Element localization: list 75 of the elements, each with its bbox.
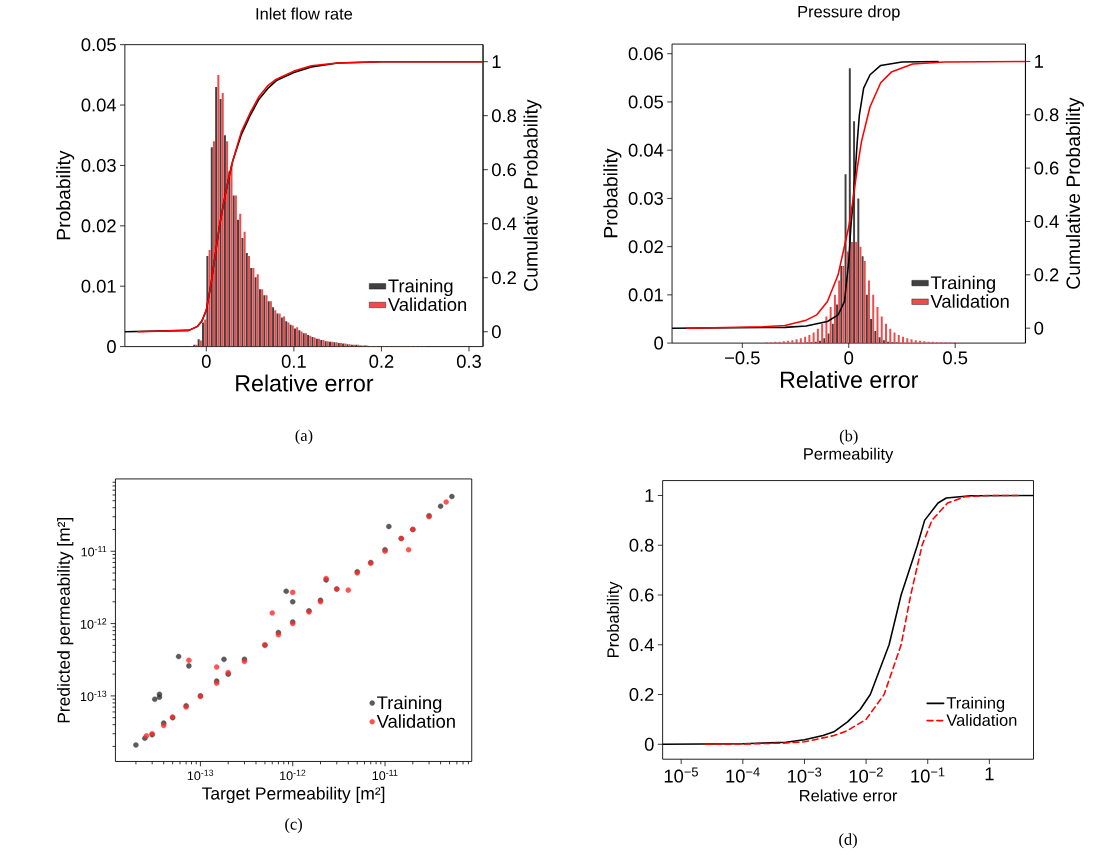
y-tick-label: 0.02	[628, 239, 663, 253]
y-tick-label: 0.05	[81, 37, 116, 51]
y-tick-label: 10$^{-13}$	[80, 690, 107, 701]
x-tick-label: 0.1	[281, 354, 306, 368]
x-tick-label: 0	[201, 354, 211, 368]
y2-tick-label: 1	[1035, 54, 1044, 68]
x-axis-title: Relative error	[236, 374, 374, 392]
legend-label: Training	[946, 696, 1005, 712]
y-tick-label: 0.01	[628, 288, 663, 302]
y2-tick-label: 1	[492, 55, 501, 68]
x-tick-label: 10$^{−1}$	[911, 767, 945, 783]
chart-title: Pressure drop	[798, 5, 900, 21]
y-tick-label: 1	[645, 489, 654, 502]
y-axis-title: Probability	[56, 150, 75, 240]
y-tick-label: 0.05	[628, 95, 664, 109]
chart-title: Permeability	[804, 447, 894, 463]
x-axis-title: Relative error	[800, 789, 898, 802]
y2-tick-label: 0.6	[1034, 161, 1059, 175]
x-tick-label: 10$^{−3}$	[788, 767, 822, 783]
text: (c)	[285, 817, 302, 833]
y-tick-label: 0.02	[81, 219, 116, 233]
y-tick-label: 0.4	[629, 638, 654, 652]
y-tick-label: 0.04	[81, 98, 117, 112]
legend-label: Validation	[930, 294, 1009, 308]
x-tick-label: 10$^{-13}$	[187, 769, 214, 781]
y-tick-label: 0.06	[628, 47, 663, 61]
x-tick-label: 1	[985, 767, 994, 780]
x-tick-label: 10$^{−4}$	[726, 767, 760, 783]
y-axis-title: Probability	[603, 148, 622, 237]
x-axis-title: Relative error	[781, 370, 918, 388]
x-tick-label: 10$^{−2}$	[849, 767, 883, 783]
y2-tick-label: 0	[492, 325, 501, 339]
y-tick-label: 0	[644, 737, 654, 751]
y2-tick-label: 0.8	[1034, 108, 1059, 122]
y-tick-label: 0.03	[628, 191, 663, 205]
y2-tick-label: 0.4	[1034, 214, 1059, 228]
y-axis-title: Predicted permeability [m²]	[57, 517, 74, 723]
y-tick-label: 0.6	[629, 588, 654, 602]
y2-tick-label: 0.2	[492, 271, 516, 285]
x-tick-label: 10$^{−5}$	[664, 767, 698, 783]
y-tick-label: 10$^{-11}$	[81, 545, 107, 557]
x-tick-label: 0.2	[369, 354, 394, 368]
y-tick-label: 0.04	[628, 143, 664, 157]
y-axis-title: Probability	[606, 581, 623, 657]
legend-label: Validation	[387, 297, 467, 311]
legend-label: Validation	[376, 714, 455, 728]
y2-axis-title: Cumulative Probability	[523, 99, 542, 291]
x-tick-label: 10$^{-11}$	[372, 769, 398, 780]
y-tick-label: 0.2	[629, 687, 654, 701]
legend-label: Training	[930, 275, 995, 293]
y2-tick-label: 0.6	[492, 163, 517, 177]
x-tick-label: 0	[844, 351, 854, 365]
y-tick-label: 0	[107, 339, 116, 353]
y2-tick-label: 0.2	[1034, 268, 1059, 282]
y-tick-label: 0.03	[81, 158, 116, 172]
text: (a)	[295, 429, 313, 445]
x-tick-label: 0.3	[456, 354, 481, 368]
text: (b)	[839, 429, 858, 445]
y-tick-label: 10$^{-12}$	[80, 618, 107, 629]
y-tick-label: 0	[654, 336, 664, 350]
legend-label: Validation	[946, 713, 1017, 726]
text: (d)	[839, 833, 857, 849]
y2-tick-label: 0.8	[492, 109, 517, 123]
legend-label: Training	[377, 695, 442, 713]
y2-tick-label: 0	[1034, 321, 1044, 335]
y-tick-label: 0.8	[629, 538, 654, 552]
y2-tick-label: 0.4	[492, 217, 517, 231]
x-axis-title: Target Permeability [m²]	[202, 786, 385, 803]
chart-title: Inlet flow rate	[256, 7, 353, 20]
x-tick-label: 10$^{-12}$	[280, 769, 306, 781]
x-tick-label: 0.5	[943, 351, 968, 365]
y2-axis-title: Cumulative Probability	[1065, 97, 1084, 289]
x-tick-label: −0.5	[725, 351, 760, 365]
legend-label: Training	[388, 278, 453, 296]
y-tick-label: 0.01	[81, 279, 116, 293]
